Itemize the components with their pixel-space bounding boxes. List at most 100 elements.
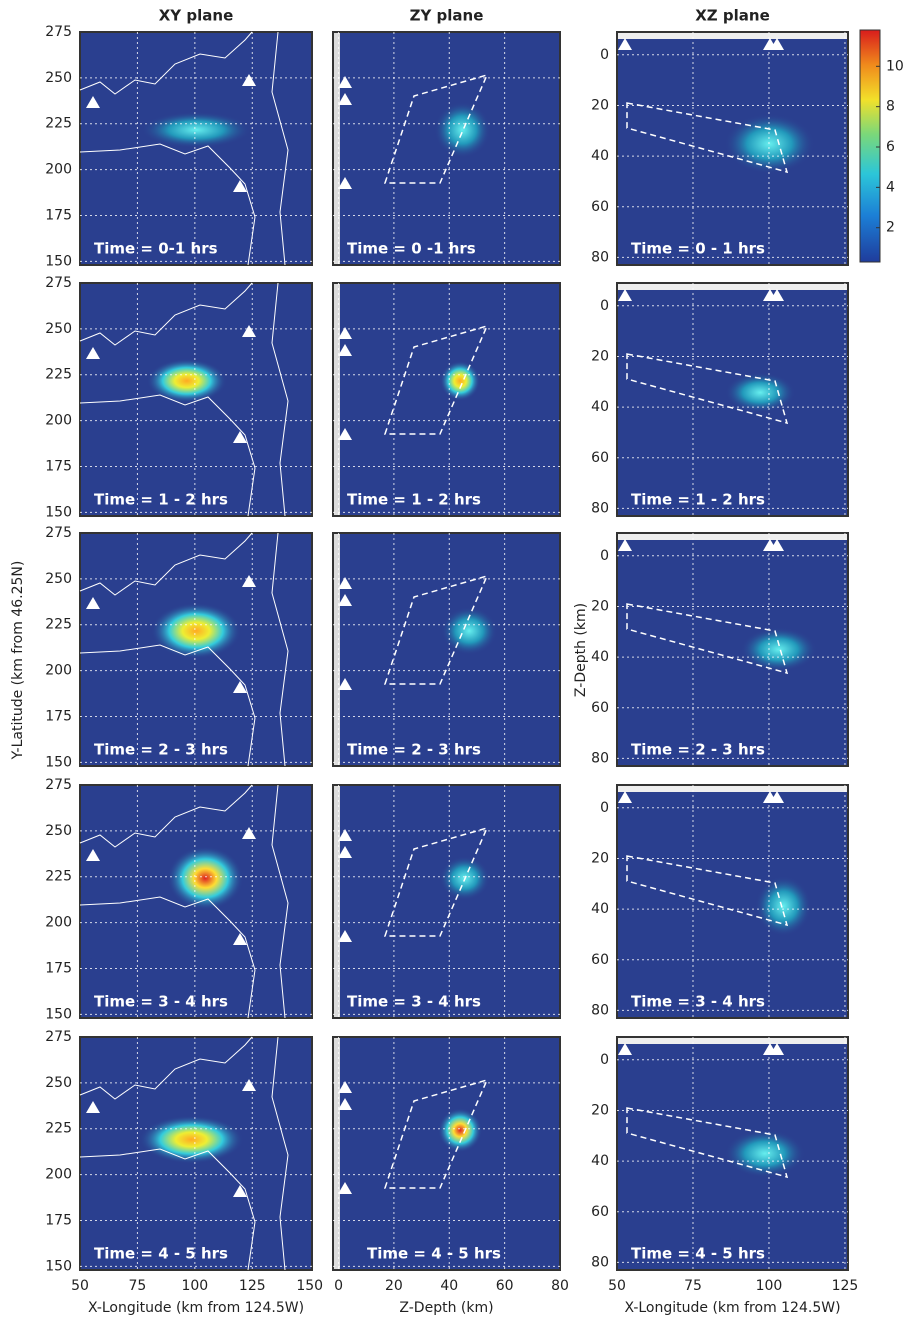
x-tick-label: 0 [334, 1278, 343, 1294]
y-tick-label: 60 [591, 952, 609, 968]
station [338, 930, 352, 942]
station [338, 577, 352, 589]
y-tick-label: 150 [45, 1258, 72, 1274]
x-axis-label: Z-Depth (km) [399, 1300, 493, 1316]
y-tick-label: 250 [45, 321, 72, 337]
y-tick-label: 150 [45, 1006, 72, 1022]
time-label: Time = 3 - 4 hrs [631, 993, 765, 1011]
fault-outline [383, 73, 489, 184]
y-tick-label: 0 [600, 1052, 609, 1068]
time-label: Time = 1 - 2 hrs [631, 491, 765, 509]
fault-outline [383, 574, 489, 685]
y-tick-label: 40 [591, 649, 609, 665]
station [338, 1182, 352, 1194]
panel-strip [334, 534, 340, 765]
y-tick-label: 80 [591, 1254, 609, 1270]
y-tick-label: 60 [591, 1204, 609, 1220]
y-tick-label: 20 [591, 1102, 609, 1118]
station [338, 594, 352, 606]
station [618, 1043, 632, 1055]
intensity-blob [441, 606, 498, 655]
station [618, 791, 632, 803]
y-tick-label: 225 [45, 1121, 72, 1137]
y-tick-label: 275 [45, 1029, 72, 1045]
coastline [271, 1036, 289, 1271]
panel [332, 282, 561, 517]
station [86, 849, 100, 861]
time-label: Time = 4 - 5 hrs [94, 1245, 228, 1263]
x-tick-label: 75 [129, 1278, 147, 1294]
intensity-blob [438, 1108, 483, 1153]
y-tick-label: 20 [591, 598, 609, 614]
x-tick-label: 75 [684, 1278, 702, 1294]
column-title: XY plane [159, 7, 234, 25]
x-tick-label: 125 [239, 1278, 266, 1294]
y-tick-label: 275 [45, 275, 72, 291]
y-tick-label: 0 [600, 548, 609, 564]
fault-outline [383, 1078, 489, 1189]
station [338, 327, 352, 339]
station [338, 344, 352, 356]
coastline [271, 31, 289, 266]
station [233, 933, 247, 945]
time-label: Time = 0 -1 hrs [347, 240, 476, 258]
station [338, 846, 352, 858]
x-tick-label: 150 [296, 1278, 323, 1294]
station [770, 539, 784, 551]
y-tick-label: 175 [45, 458, 72, 474]
time-label: Time = 3 - 4 hrs [347, 993, 481, 1011]
y-tick-label: 200 [45, 915, 72, 931]
coastline [79, 532, 253, 596]
coastline [271, 532, 289, 767]
station [770, 289, 784, 301]
y-tick-label: 40 [591, 901, 609, 917]
column-title: XZ plane [695, 7, 770, 25]
intensity-blob [146, 358, 227, 403]
panel-strip [618, 534, 847, 540]
y-tick-label: 0 [600, 298, 609, 314]
station [338, 177, 352, 189]
station [770, 38, 784, 50]
y-tick-label: 275 [45, 525, 72, 541]
coastline [79, 784, 253, 848]
coastline [79, 31, 253, 95]
y-tick-label: 80 [591, 750, 609, 766]
y-tick-label: 250 [45, 823, 72, 839]
y-tick-label: 175 [45, 960, 72, 976]
colorbar-tick-label: 6 [886, 139, 895, 155]
station [86, 597, 100, 609]
x-axis-label: X-Longitude (km from 124.5W) [88, 1300, 304, 1316]
x-tick-label: 60 [496, 1278, 514, 1294]
panel [332, 784, 561, 1019]
station [338, 1081, 352, 1093]
panel [79, 784, 313, 1019]
fault-outline [626, 353, 789, 425]
x-axis-label: X-Longitude (km from 124.5W) [624, 1300, 840, 1316]
station [338, 1098, 352, 1110]
y-tick-label: 0 [600, 800, 609, 816]
coastline [271, 784, 289, 1019]
intensity-blob [167, 846, 244, 911]
panel-strip [618, 33, 847, 39]
time-label: Time = 2 - 3 hrs [631, 741, 765, 759]
coastline [79, 394, 256, 517]
intensity-blob [434, 101, 491, 158]
station [86, 1101, 100, 1113]
station [338, 428, 352, 440]
y-tick-label: 60 [591, 700, 609, 716]
coastline [79, 896, 256, 1019]
station [233, 681, 247, 693]
y-tick-label: 200 [45, 663, 72, 679]
y-tick-label: 275 [45, 777, 72, 793]
panel-strip [618, 786, 847, 792]
y-tick-label: 20 [591, 348, 609, 364]
y-tick-label: 80 [591, 1002, 609, 1018]
y-tick-label: 80 [591, 500, 609, 516]
intensity-blob [755, 876, 812, 937]
y-tick-label: 175 [45, 1212, 72, 1228]
y-tick-label: 150 [45, 504, 72, 520]
y-tick-label: 175 [45, 708, 72, 724]
station [618, 539, 632, 551]
y-tick-label: 40 [591, 148, 609, 164]
